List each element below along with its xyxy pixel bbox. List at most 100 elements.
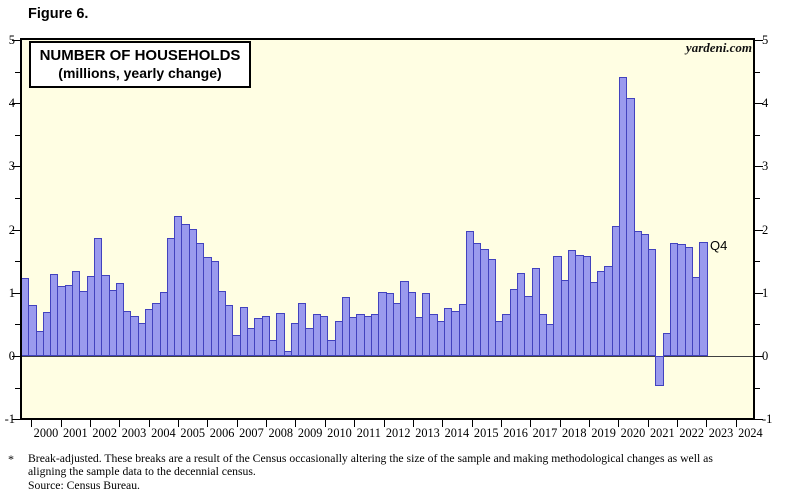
y-major-tick-right bbox=[755, 40, 763, 41]
y-major-tick-right bbox=[755, 293, 763, 294]
year-label: 2020 bbox=[620, 426, 646, 440]
chart-title-box: NUMBER OF HOUSEHOLDS (millions, yearly c… bbox=[29, 41, 251, 88]
footnote-asterisk: * bbox=[8, 452, 14, 466]
y-axis-label-right: 1 bbox=[762, 286, 769, 300]
y-minor-tick-right bbox=[755, 261, 760, 262]
y-major-tick-left bbox=[12, 103, 20, 104]
footnote-line: Break-adjusted. These breaks are a resul… bbox=[28, 452, 713, 465]
bar bbox=[626, 98, 635, 356]
x-year-boundary-tick bbox=[354, 420, 355, 427]
x-year-boundary-tick bbox=[618, 420, 619, 427]
x-year-boundary-tick bbox=[442, 420, 443, 427]
year-label: 2002 bbox=[92, 426, 117, 440]
year-label: 2009 bbox=[297, 426, 323, 440]
x-year-boundary-tick bbox=[560, 420, 561, 427]
year-label: 2007 bbox=[239, 426, 264, 440]
x-year-boundary-tick bbox=[472, 420, 473, 427]
year-label: 2016 bbox=[503, 426, 528, 440]
chart-subtitle: (millions, yearly change) bbox=[58, 65, 222, 81]
year-label: 2019 bbox=[591, 426, 616, 440]
x-year-boundary-tick bbox=[178, 420, 179, 427]
year-label: 2021 bbox=[650, 426, 675, 440]
y-axis-label-left: 5 bbox=[8, 33, 15, 47]
y-minor-tick-right bbox=[755, 324, 760, 325]
x-year-boundary-tick bbox=[413, 420, 414, 427]
y-minor-tick-left bbox=[15, 72, 20, 73]
y-axis-label-right: 4 bbox=[762, 96, 769, 110]
year-label: 2012 bbox=[385, 426, 411, 440]
x-year-boundary-tick bbox=[61, 420, 62, 427]
x-year-boundary-tick bbox=[706, 420, 707, 427]
y-minor-tick-right bbox=[755, 388, 760, 389]
y-axis-label-left: -1 bbox=[4, 412, 15, 426]
year-label: 2014 bbox=[444, 426, 470, 440]
y-axis-label-right: 0 bbox=[762, 349, 769, 363]
watermark-yardeni: yardeni.com bbox=[685, 40, 752, 55]
y-axis-label-right: 3 bbox=[762, 159, 769, 173]
chart-title: NUMBER OF HOUSEHOLDS bbox=[39, 47, 241, 64]
year-label: 2018 bbox=[561, 426, 587, 440]
y-major-tick-left bbox=[12, 166, 20, 167]
x-year-boundary-tick bbox=[119, 420, 120, 427]
footnote-line: aligning the sample data to the decennia… bbox=[28, 465, 256, 479]
y-minor-tick-right bbox=[755, 198, 760, 199]
bar bbox=[276, 313, 285, 356]
bar bbox=[225, 305, 233, 356]
year-label: 2006 bbox=[209, 426, 235, 440]
x-year-boundary-tick bbox=[207, 420, 208, 427]
year-label: 2008 bbox=[268, 426, 294, 440]
bar bbox=[699, 242, 708, 356]
figure-label: Figure 6. bbox=[28, 6, 89, 22]
y-major-tick-left bbox=[12, 293, 20, 294]
x-year-boundary-tick bbox=[648, 420, 649, 427]
year-label: 2023 bbox=[708, 426, 734, 440]
y-axis-label-right: -1 bbox=[762, 412, 773, 426]
y-axis-label-left: 3 bbox=[8, 159, 15, 173]
y-minor-tick-right bbox=[755, 135, 760, 136]
y-axis-label-left: 2 bbox=[8, 223, 15, 237]
x-year-boundary-tick bbox=[237, 420, 238, 427]
x-year-boundary-tick bbox=[295, 420, 296, 427]
year-label: 2024 bbox=[738, 426, 763, 440]
x-year-boundary-tick bbox=[384, 420, 385, 427]
year-label: 2010 bbox=[327, 426, 352, 440]
year-label: 2003 bbox=[121, 426, 147, 440]
x-year-boundary-tick bbox=[677, 420, 678, 427]
bar bbox=[320, 316, 328, 356]
y-major-tick-right bbox=[755, 230, 763, 231]
year-label: 2005 bbox=[180, 426, 206, 440]
year-label: 2015 bbox=[473, 426, 499, 440]
x-year-boundary-tick bbox=[266, 420, 267, 427]
y-minor-tick-left bbox=[15, 198, 20, 199]
year-label: 2017 bbox=[532, 426, 558, 440]
y-major-tick-right bbox=[755, 419, 763, 420]
y-axis-label-right: 5 bbox=[762, 33, 769, 47]
y-minor-tick-left bbox=[15, 135, 20, 136]
y-axis-label-left: 1 bbox=[8, 286, 15, 300]
footnote-line: Source: Census Bureau. bbox=[28, 478, 140, 492]
y-axis-label-left: 0 bbox=[8, 349, 15, 363]
last-bar-quarter-annotation: Q4 bbox=[710, 238, 728, 253]
x-year-boundary-tick bbox=[736, 420, 737, 427]
bar bbox=[648, 249, 656, 356]
bar bbox=[532, 268, 540, 356]
year-label: 2013 bbox=[415, 426, 440, 440]
zero-line bbox=[22, 356, 753, 357]
y-major-tick-right bbox=[755, 356, 763, 357]
bar bbox=[28, 305, 37, 356]
chart-plot-area bbox=[20, 38, 755, 420]
x-year-boundary-tick bbox=[501, 420, 502, 427]
y-minor-tick-right bbox=[755, 72, 760, 73]
x-year-boundary-tick bbox=[90, 420, 91, 427]
y-minor-tick-left bbox=[15, 261, 20, 262]
y-axis-label-left: 4 bbox=[8, 96, 15, 110]
y-minor-tick-left bbox=[15, 324, 20, 325]
year-label: 2022 bbox=[679, 426, 704, 440]
y-axis-label-right: 2 bbox=[762, 223, 769, 237]
y-major-tick-left bbox=[12, 230, 20, 231]
y-major-tick-right bbox=[755, 103, 763, 104]
y-major-tick-left bbox=[12, 356, 20, 357]
y-major-tick-left bbox=[12, 40, 20, 41]
year-label: 2000 bbox=[33, 426, 59, 440]
